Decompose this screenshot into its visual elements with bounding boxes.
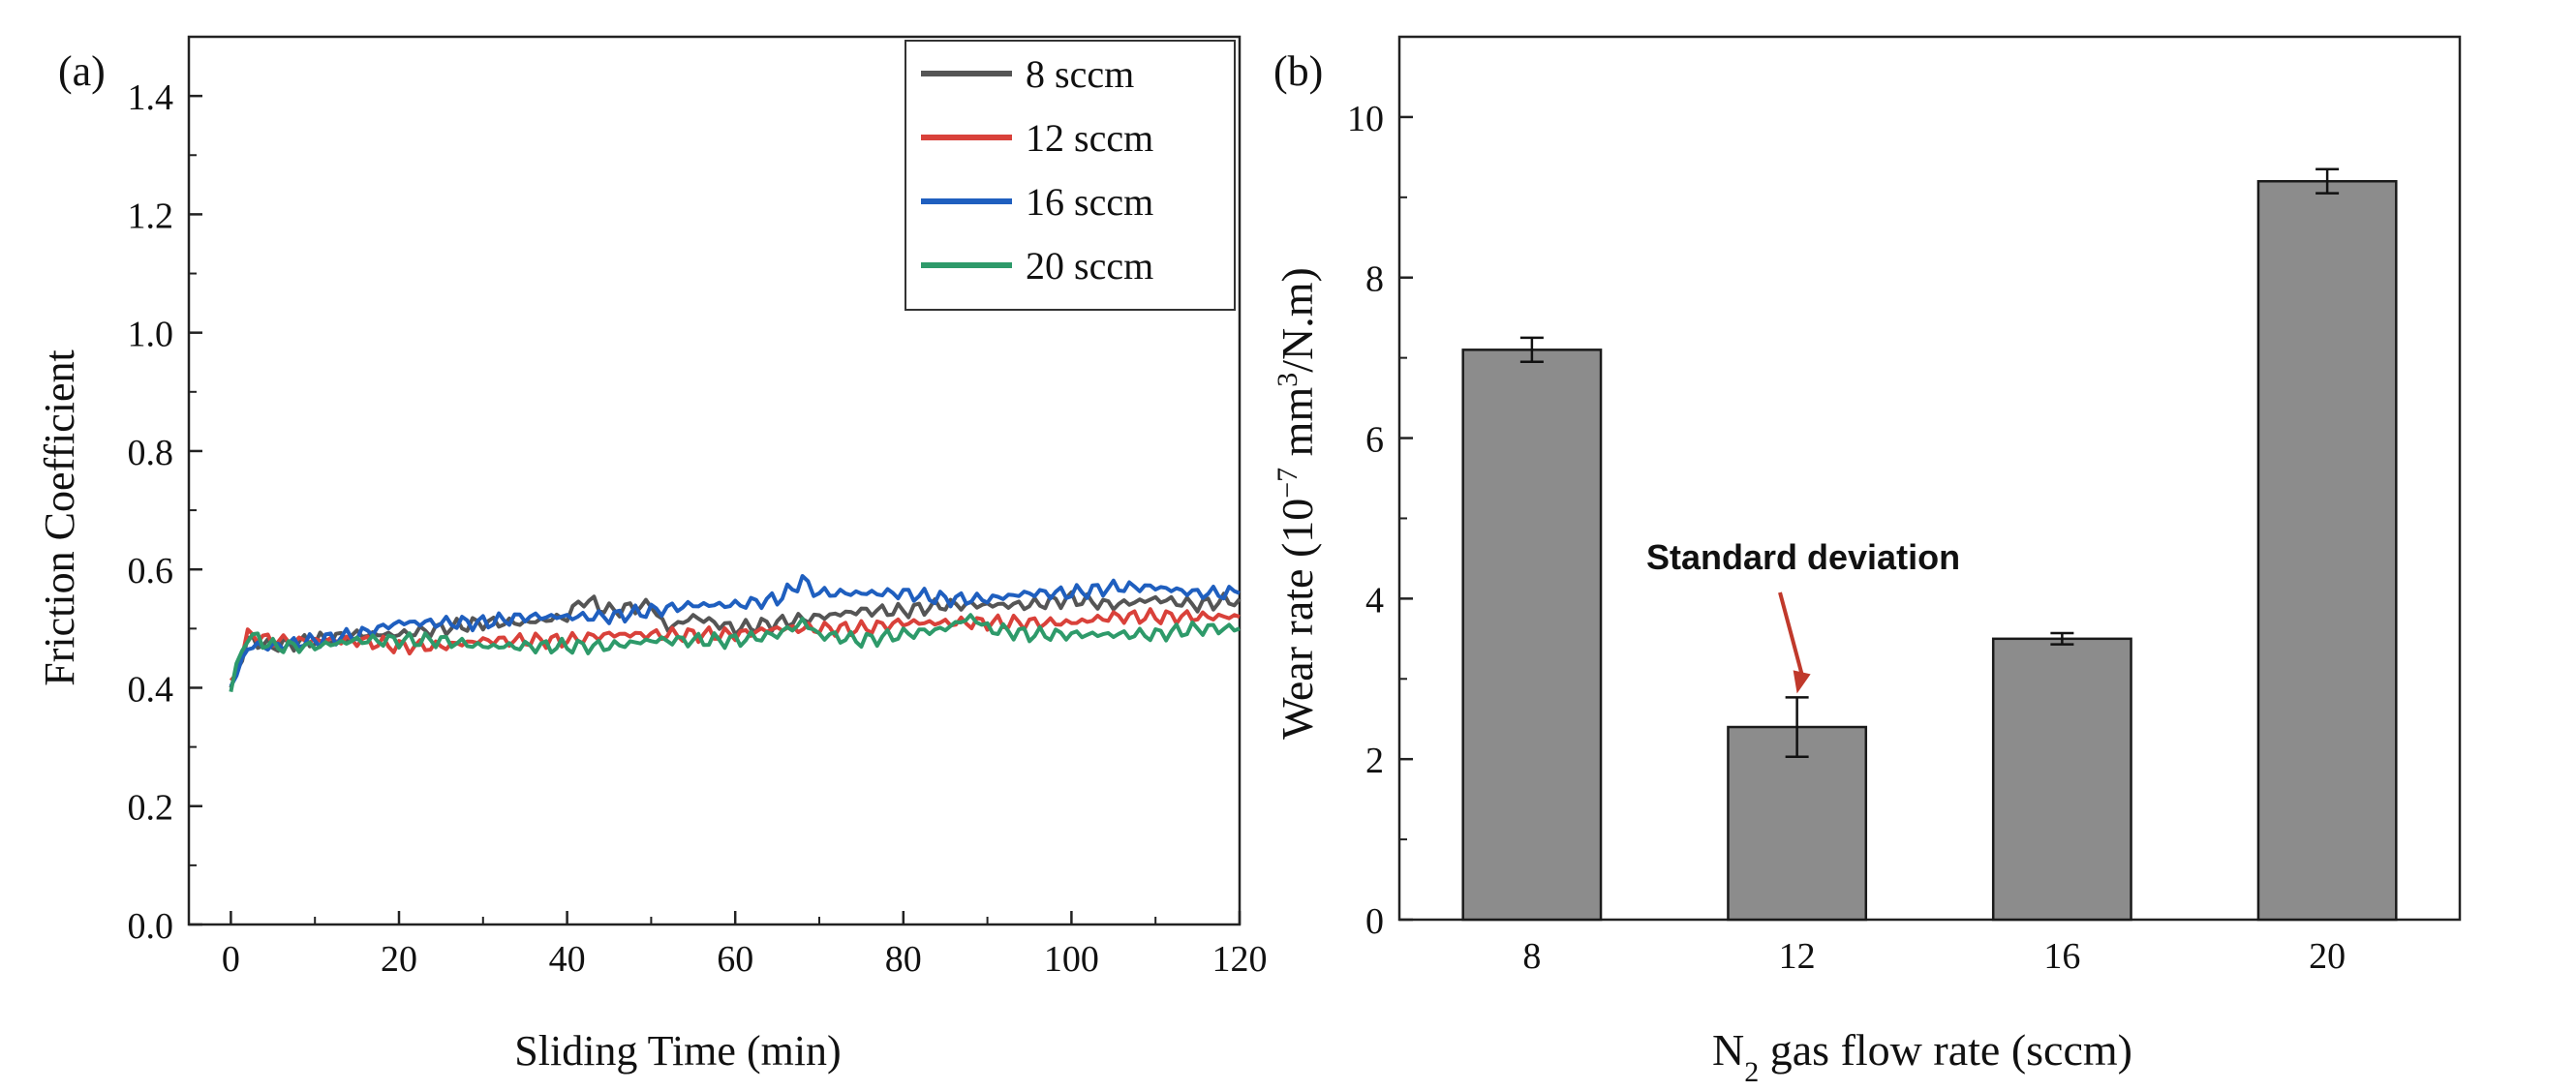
panel-b-y-axis-title: Wear rate (10−7 mm3/N.m) <box>1272 267 1323 740</box>
panel-a-frame <box>187 35 1242 926</box>
panel-a-y-axis: 0.0 0.2 0.4 0.6 0.8 1.0 1.2 1.4 <box>128 77 202 947</box>
panel-b-x-tick-label: 8 <box>1522 936 1541 977</box>
panel-a-y-tick-label: 0.2 <box>128 788 174 829</box>
panel-a-legend-label: 20 sccm <box>1026 244 1153 288</box>
panel-a-legend-label: 12 sccm <box>1026 116 1153 160</box>
panel-a-y-tick-label: 1.2 <box>128 196 174 236</box>
panel-a-x-tick-label: 60 <box>717 939 753 980</box>
panel-a-label: (a) <box>58 47 106 95</box>
panel-b-y-axis: 0 2 4 6 8 10 <box>1347 36 1413 942</box>
panel-a-plot-area <box>187 35 1242 926</box>
panel-a-series-group <box>229 574 1242 692</box>
panel-b-annotation-text: Standard deviation <box>1646 537 1960 577</box>
panel-b-x-tick-label: 20 <box>2309 936 2346 977</box>
panel-b-y-tick-label: 10 <box>1347 99 1384 139</box>
panel-b-y-tick-label: 2 <box>1365 741 1384 781</box>
panel-b-annotation: Standard deviation <box>1646 537 1960 694</box>
panel-a-legend: 8 sccm 12 sccm 16 sccm 20 sccm <box>905 40 1236 311</box>
panel-a-x-tick-label: 0 <box>222 939 240 980</box>
panel-a-x-tick-label: 40 <box>549 939 586 980</box>
panel-b-frame <box>1397 35 2462 922</box>
panel-a-y-tick-label: 0.6 <box>128 551 174 591</box>
panel-a-y-tick-label: 0.8 <box>128 433 174 473</box>
panel-b-x-tick-label: 12 <box>1779 936 1816 977</box>
panel-a-y-tick-label: 1.4 <box>128 77 174 118</box>
panel-b-y-tick-label: 6 <box>1365 420 1384 461</box>
panel-a-y-tick-label: 0.4 <box>128 669 174 710</box>
panel-b-bars-group <box>1461 167 2398 922</box>
panel-a-x-tick-label: 20 <box>381 939 417 980</box>
panel-a-x-tick-label: 100 <box>1044 939 1099 980</box>
panel-b-bar <box>2256 179 2398 922</box>
panel-b-x-tick-label: 16 <box>2043 936 2080 977</box>
panel-a-friction-chart: (a) 0.0 0.2 0.4 0.6 0.8 1.0 1.2 1.4 0 20 40 60 80 10… <box>36 35 1268 1075</box>
panel-a-series-line <box>229 607 1241 682</box>
panel-a-series-line <box>229 613 1241 692</box>
panel-b-label: (b) <box>1273 47 1323 95</box>
panel-a-legend-label: 8 sccm <box>1026 52 1134 96</box>
panel-a-y-tick-label: 1.0 <box>128 315 174 355</box>
panel-b-x-axis-title: N2 gas flow rate (sccm) <box>1712 1025 2132 1088</box>
panel-a-series-line <box>229 574 1241 687</box>
panel-b-annotation-arrowhead <box>1793 670 1811 694</box>
panel-a-x-tick-label: 80 <box>885 939 922 980</box>
panel-b-annotation-arrow-line <box>1778 591 1805 679</box>
panel-b-y-tick-label: 8 <box>1365 259 1384 300</box>
panel-b-bar <box>1991 637 2132 922</box>
panel-b-bar <box>1461 349 1603 922</box>
panel-b-wear-chart: (b) 0 2 4 6 8 10 8 12 16 20 Standard deviation N… <box>1272 35 2462 1088</box>
panel-a-x-axis: 0 20 40 60 80 100 120 <box>222 911 1268 980</box>
panel-a-x-axis-title: Sliding Time (min) <box>514 1027 841 1075</box>
panel-a-y-axis-title: Friction Coefficient <box>36 349 83 685</box>
panel-a-legend-label: 16 sccm <box>1026 180 1153 224</box>
panel-a-y-tick-label: 0.0 <box>128 906 174 947</box>
panel-b-x-axis: 8 12 16 20 <box>1522 906 2346 977</box>
panel-b-y-tick-label: 4 <box>1365 580 1384 621</box>
panel-b-y-tick-label: 0 <box>1365 901 1384 942</box>
panel-a-x-tick-label: 120 <box>1212 939 1268 980</box>
panel-b-plot-area <box>1397 35 2462 922</box>
